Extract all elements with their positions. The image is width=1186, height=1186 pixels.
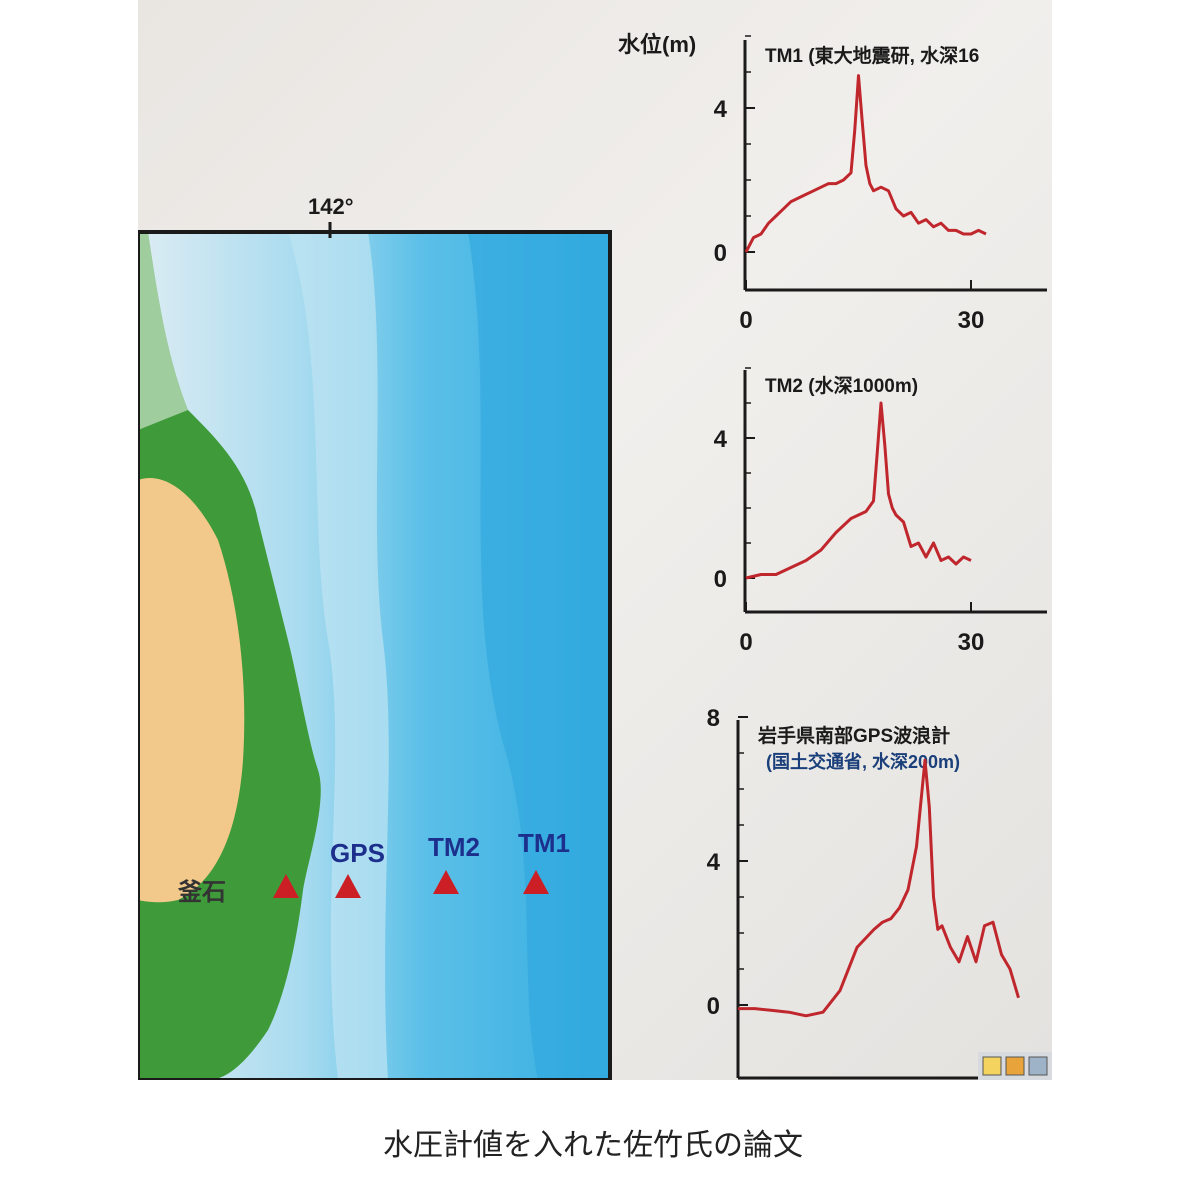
series-line [744, 74, 987, 253]
x-tick-label: 30 [958, 629, 985, 656]
y-tick-label: 4 [714, 426, 728, 453]
station-label: GPS [330, 838, 385, 868]
shelf-zone [288, 232, 389, 1080]
station-label: 釜石 [177, 878, 226, 906]
y-tick-label: 8 [707, 705, 720, 732]
chart-1: 0 4 0 30 TM1 (東大地震研, 水深16 水位(m) [618, 32, 1047, 334]
y-tick-label: 4 [714, 96, 728, 123]
charts-panel: 0 4 0 30 TM1 (東大地震研, 水深16 水位(m) 0 4 0 30 TM2 (水深10… [618, 32, 1047, 1080]
station-label: TM2 [428, 832, 480, 862]
photo-of-monitor: 142° 釜石 GPS TM2 TM1 0 4 0 30 TM1 (東大地震研, 水深16 水位… [138, 0, 1052, 1080]
map-frame [138, 230, 612, 1080]
y-tick-label: 0 [714, 566, 727, 593]
station-marker-icon [335, 874, 361, 898]
station-group: 釜石 GPS TM2 TM1 [177, 828, 570, 906]
deep-zone [468, 232, 610, 1080]
chart-subtitle: (国土交通省, 水深200m) [766, 751, 960, 772]
series-line [745, 401, 972, 580]
station-marker-icon [433, 870, 459, 894]
station-label: TM1 [518, 828, 570, 858]
y-tick-label: 4 [707, 849, 721, 876]
station-marker-icon [273, 874, 299, 898]
photo-caption: 水圧計値を入れた佐竹氏の論文 [383, 1128, 803, 1163]
longitude-label: 142° [308, 194, 354, 219]
window-icon[interactable] [1028, 1056, 1048, 1076]
map-panel: 142° 釜石 GPS TM2 TM1 [138, 194, 612, 1080]
chart-title: 岩手県南部GPS波浪計 [757, 724, 950, 747]
chart-3: 0 4 8 岩手県南部GPS波浪計 (国土交通省, 水深200m) [707, 705, 1047, 1080]
chart-title: TM2 (水深1000m) [765, 374, 918, 397]
window-icon[interactable] [982, 1056, 1002, 1076]
y-axis-label: 水位(m) [618, 32, 696, 57]
y-tick-label: 0 [707, 993, 720, 1020]
land-highland [138, 478, 245, 903]
x-tick-label: 0 [739, 629, 752, 656]
series-line [738, 758, 1020, 1018]
taskbar [978, 1052, 1052, 1080]
folder-icon[interactable] [1005, 1056, 1025, 1076]
station-marker-icon [523, 870, 549, 894]
y-tick-label: 0 [714, 240, 727, 267]
land-edge [138, 232, 188, 430]
chart-title: TM1 (東大地震研, 水深16 [765, 44, 979, 67]
monitor-scene: 142° 釜石 GPS TM2 TM1 0 4 0 30 TM1 (東大地震研, 水深16 水位… [138, 32, 1052, 1080]
chart-2: 0 4 0 30 TM2 (水深1000m) [714, 367, 1047, 656]
x-tick-label: 30 [958, 307, 985, 334]
x-tick-label: 0 [739, 307, 752, 334]
